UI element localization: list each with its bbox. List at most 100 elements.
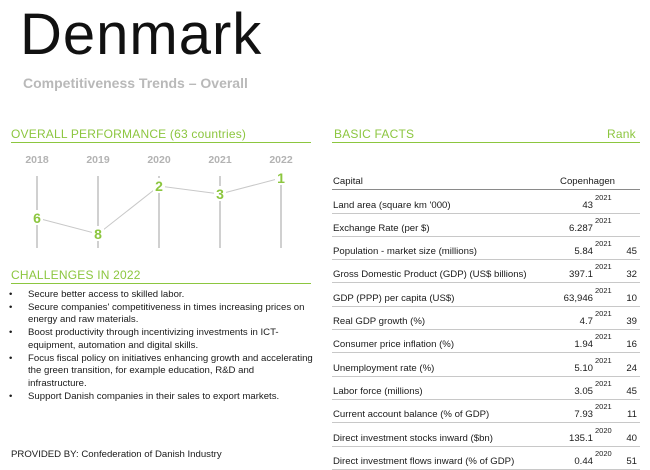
fact-value-text: 0.44 [574, 455, 593, 467]
fact-label: Direct investment stocks inward ($bn) [332, 422, 531, 447]
bullet-icon: • [9, 301, 13, 313]
fact-year-text: 2020 [595, 425, 612, 435]
challenge-item: • Boost productivity through incentivizin… [9, 327, 314, 352]
challenge-text: Secure companies' competitiveness in tim… [28, 301, 305, 326]
year-label: 2019 [86, 154, 110, 166]
basic-facts-heading: BASIC FACTS [334, 127, 415, 141]
fact-year-text: 2021 [595, 262, 612, 272]
table-row: Exchange Rate (per $) 6.287 2021 [332, 213, 640, 237]
fact-value: 5.84 [531, 236, 593, 261]
fact-rank: 45 [615, 236, 640, 261]
fact-year: 2021 [593, 236, 615, 261]
fact-label: Land area (square km '000) [332, 189, 531, 214]
fact-year-text: 2021 [595, 215, 612, 225]
overall-performance-chart: 2018 2019 2020 2021 2022 6 8 2 3 1 [25, 154, 293, 248]
fact-value-text: 3.05 [574, 385, 593, 397]
rank-value: 2 [155, 178, 163, 194]
fact-year: 2021 [593, 189, 615, 214]
rank-label-background [275, 170, 287, 185]
fact-year: 2021 [593, 376, 615, 400]
country-title: Denmark [20, 2, 263, 67]
fact-label: Unemployment rate (%) [332, 352, 531, 377]
fact-year: 2021 [593, 306, 615, 331]
fact-label: Current account balance (% of GDP) [332, 399, 531, 424]
fact-rank [615, 213, 640, 237]
rank-value: 8 [94, 226, 102, 242]
fact-year: 2021 [593, 213, 615, 237]
fact-value: 135.1 [531, 422, 593, 447]
fact-value-text: 7.93 [574, 409, 593, 421]
fact-rank: 11 [615, 399, 640, 424]
fact-year: 2021 [593, 399, 615, 424]
fact-value-text: 135.1 [568, 432, 593, 444]
fact-value-text: 6.287 [568, 222, 593, 234]
fact-value: 3.05 [531, 376, 593, 400]
capital-value: Copenhagen [531, 167, 640, 191]
year-label: 2018 [25, 154, 49, 166]
rank-value: 1 [277, 170, 285, 186]
fact-value: 5.10 [531, 352, 593, 377]
fact-year-text: 2021 [595, 239, 612, 249]
table-row: Population - market size (millions) 5.84 2… [332, 236, 640, 261]
fact-year: 2021 [593, 282, 615, 307]
challenge-text: Focus fiscal policy on initiatives enhan… [28, 352, 313, 389]
basic-facts-divider [332, 142, 640, 143]
fact-year-text: 2021 [595, 402, 612, 412]
fact-year: 2020 [593, 422, 615, 447]
challenge-item: • Focus fiscal policy on initiatives enha… [9, 353, 314, 391]
table-row-capital: Capital Copenhagen [332, 167, 640, 191]
table-row: Direct investment stocks inward ($bn) 135… [332, 422, 640, 447]
fact-label: Labor force (millions) [332, 376, 531, 400]
fact-value-text: 1.94 [574, 339, 593, 351]
fact-label: Real GDP growth (%) [332, 306, 531, 331]
fact-value-text: 43 [582, 199, 593, 211]
challenge-text: Secure better access to skilled labor. [28, 289, 185, 300]
challenge-item: • Support Danish companies in their sales… [9, 391, 314, 404]
challenges-divider [11, 283, 311, 284]
bullet-icon: • [9, 327, 13, 339]
table-row: Labor force (millions) 3.05 2021 45 [332, 376, 640, 400]
fact-year-text: 2021 [595, 285, 612, 295]
overall-performance-divider [11, 142, 311, 143]
fact-rank [615, 189, 640, 214]
rank-label-background [31, 210, 43, 225]
fact-label: Consumer price inflation (%) [332, 329, 531, 354]
table-row: Direct investment flows inward (% of GDP… [332, 446, 640, 470]
page-subtitle: Competitiveness Trends – Overall [23, 75, 248, 91]
table-row: Current account balance (% of GDP) 7.93 20… [332, 399, 640, 424]
fact-year-text: 2021 [595, 332, 612, 342]
fact-year-text: 2021 [595, 378, 612, 388]
fact-rank: 45 [615, 376, 640, 400]
year-label: 2021 [208, 154, 232, 166]
fact-value-text: 5.10 [574, 362, 593, 374]
fact-value: 397.1 [531, 259, 593, 284]
fact-rank: 51 [615, 446, 640, 470]
fact-rank: 39 [615, 306, 640, 331]
fact-value-text: 5.84 [574, 246, 593, 258]
fact-year: 2020 [593, 446, 615, 470]
fact-year-text: 2021 [595, 309, 612, 319]
table-row: Land area (square km '000) 43 2021 [332, 189, 640, 214]
fact-rank: 10 [615, 282, 640, 307]
table-row: Consumer price inflation (%) 1.94 2021 16 [332, 329, 640, 354]
fact-value: 43 [531, 189, 593, 214]
fact-value: 7.93 [531, 399, 593, 424]
fact-rank: 24 [615, 352, 640, 377]
fact-value: 63,946 [531, 282, 593, 307]
year-label: 2020 [147, 154, 171, 166]
fact-rank: 32 [615, 259, 640, 284]
table-row: Gross Domestic Product (GDP) (US$ billio… [332, 259, 640, 284]
fact-year: 2021 [593, 259, 615, 284]
bullet-icon: • [9, 352, 13, 364]
basic-facts-table: Capital Copenhagen Land area (square km … [332, 167, 640, 470]
fact-value: 1.94 [531, 329, 593, 354]
rank-label-background [214, 186, 226, 201]
fact-label: Gross Domestic Product (GDP) (US$ billio… [332, 259, 531, 284]
rank-value: 3 [216, 186, 224, 202]
bullet-icon: • [9, 390, 13, 402]
fact-value-text: 63,946 [563, 292, 593, 304]
fact-label: Exchange Rate (per $) [332, 213, 531, 237]
challenge-text: Boost productivity through incentivizing… [28, 327, 279, 351]
rank-value: 6 [33, 210, 41, 226]
rank-label-background [92, 226, 104, 241]
